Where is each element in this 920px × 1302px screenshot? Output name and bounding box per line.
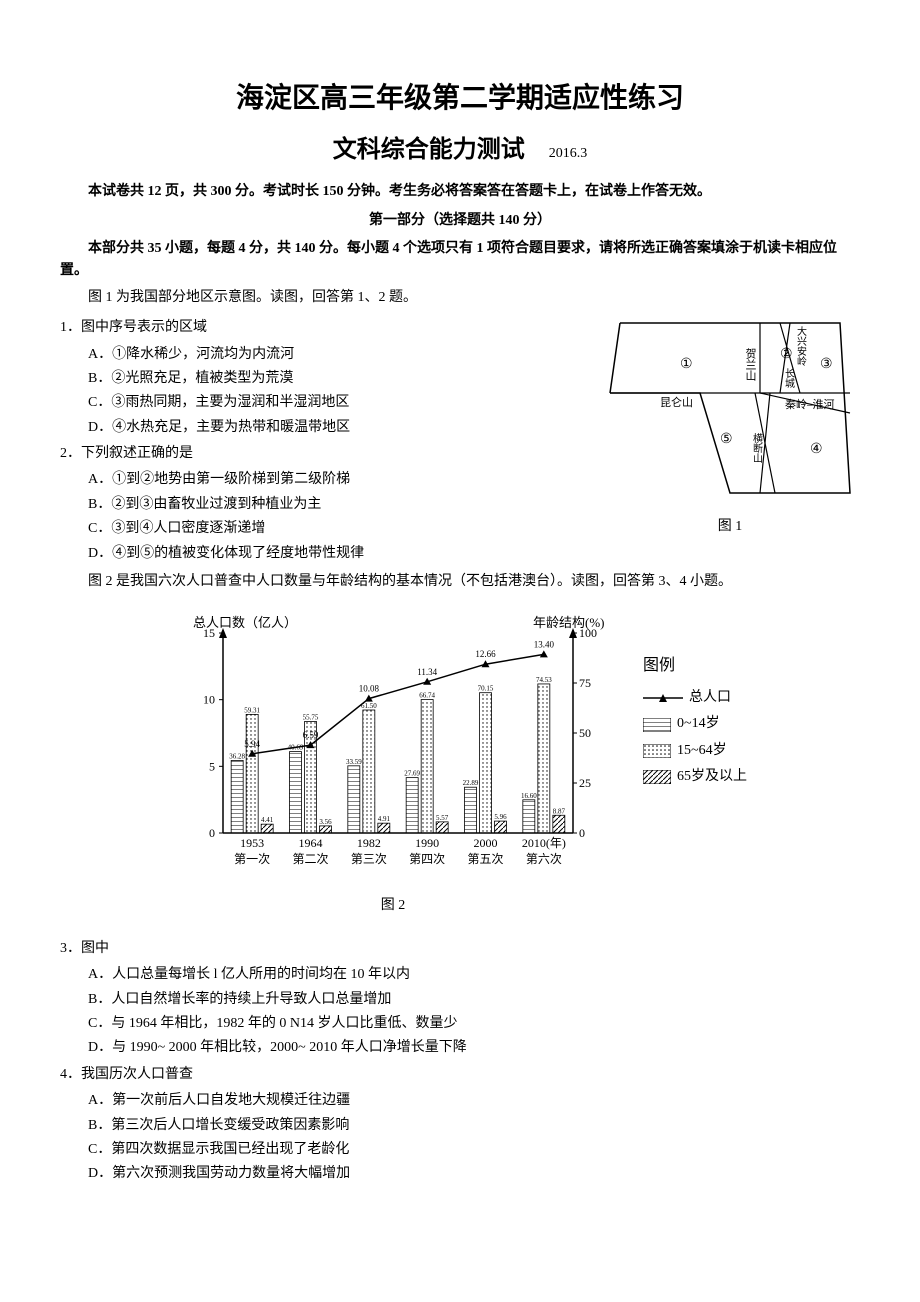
- q4-stem: 4．我国历次人口普查: [60, 1064, 860, 1086]
- fig1-caption: 图 1: [600, 516, 860, 538]
- q3-stem: 3．图中: [60, 938, 860, 960]
- svg-text:年龄结构(%): 年龄结构(%): [533, 615, 605, 630]
- region-2-label: ②: [780, 347, 793, 362]
- svg-text:10.08: 10.08: [359, 684, 380, 694]
- q2-stem: 2．下列叙述正确的是: [60, 443, 580, 465]
- legend-15-64: 15~64岁: [643, 740, 747, 762]
- svg-text:3.56: 3.56: [319, 818, 332, 826]
- subtitle: 文科综合能力测试: [333, 136, 525, 163]
- svg-text:36.28: 36.28: [229, 753, 245, 761]
- region-4-label: ④: [810, 442, 823, 457]
- svg-text:4.41: 4.41: [261, 817, 274, 825]
- fig2-caption: 图 2: [173, 895, 613, 917]
- region-1-label: ①: [680, 357, 693, 372]
- daxinganling-label: 大兴安岭: [795, 325, 807, 367]
- hengduan-label: 横断山: [751, 432, 763, 463]
- svg-text:2010(年): 2010(年): [522, 836, 566, 850]
- svg-text:第五次: 第五次: [467, 852, 503, 866]
- q1-stem: 1．图中序号表示的区域: [60, 317, 580, 339]
- svg-text:1964: 1964: [299, 836, 323, 850]
- legend-65p: 65岁及以上: [643, 766, 747, 788]
- svg-text:第六次: 第六次: [526, 852, 562, 866]
- legend-0-14: 0~14岁: [643, 713, 747, 735]
- region-3-label: ③: [820, 357, 833, 372]
- legend-title: 图例: [643, 653, 747, 679]
- svg-text:第四次: 第四次: [409, 852, 445, 866]
- kunlun-label: 昆仑山: [660, 395, 693, 409]
- svg-text:5.96: 5.96: [494, 814, 507, 822]
- svg-text:总人口数（亿人）: 总人口数（亿人）: [193, 615, 297, 630]
- fig1-map: ① ② ③ ④ ⑤ 贺兰山 大兴安岭 长城 昆仑山 秦岭–淮河 横断山: [600, 313, 860, 503]
- svg-text:0: 0: [209, 826, 215, 840]
- svg-text:4.91: 4.91: [378, 816, 391, 824]
- q1-option-b: B．②光照充足，植被类型为荒漠: [88, 368, 580, 390]
- q2-option-b: B．②到③由畜牧业过渡到种植业为主: [88, 494, 580, 516]
- svg-text:2000: 2000: [474, 836, 498, 850]
- q4-option-a: A．第一次前后人口自发地大规模迁往边疆: [88, 1090, 860, 1112]
- intro-text: 本试卷共 12 页，共 300 分。考试时长 150 分钟。考生务必将答案答在答…: [60, 181, 860, 203]
- q2-option-d: D．④到⑤的植被变化体现了经度地带性规律: [88, 543, 580, 565]
- q2-option-a: A．①到②地势由第一级阶梯到第二级阶梯: [88, 469, 580, 491]
- svg-text:第一次: 第一次: [234, 852, 270, 866]
- svg-text:55.75: 55.75: [303, 714, 319, 722]
- svg-text:27.69: 27.69: [404, 770, 420, 778]
- svg-text:10: 10: [203, 693, 215, 707]
- q1-option-d: D．④水热充足，主要为热带和暖温带地区: [88, 417, 580, 439]
- q3-option-c: C．与 1964 年相比，1982 年的 0 N14 岁人口比重低、数量少: [88, 1013, 860, 1035]
- section-title: 第一部分（选择题共 140 分）: [60, 210, 860, 232]
- q4-option-c: C．第四次数据显示我国已经出现了老龄化: [88, 1139, 860, 1161]
- legend-0-14-label: 0~14岁: [677, 713, 720, 735]
- svg-text:1953: 1953: [240, 836, 264, 850]
- svg-text:5.57: 5.57: [436, 814, 449, 822]
- page-title: 海淀区高三年级第二学期适应性练习: [60, 76, 860, 121]
- q1-option-a: A．①降水稀少，河流均为内流河: [88, 344, 580, 366]
- svg-text:5: 5: [209, 760, 215, 774]
- svg-text:33.59: 33.59: [346, 758, 362, 766]
- legend-total: 总人口: [643, 687, 747, 709]
- svg-text:11.34: 11.34: [417, 667, 437, 677]
- svg-text:第二次: 第二次: [292, 852, 328, 866]
- svg-text:第三次: 第三次: [351, 852, 387, 866]
- q1-option-c: C．③雨热同期，主要为湿润和半湿润地区: [88, 392, 580, 414]
- helan-label: 贺兰山: [744, 348, 757, 381]
- svg-text:5.94: 5.94: [244, 739, 260, 749]
- svg-text:12.66: 12.66: [475, 650, 496, 660]
- subtitle-row: 文科综合能力测试 2016.3: [60, 131, 860, 169]
- svg-text:70.15: 70.15: [478, 685, 494, 693]
- q3-option-d: D．与 1990~ 2000 年相比较，2000~ 2010 年人口净增长量下降: [88, 1037, 860, 1059]
- q2-option-c: C．③到④人口密度逐渐递增: [88, 518, 580, 540]
- q4-option-d: D．第六次预测我国劳动力数量将大幅增加: [88, 1163, 860, 1185]
- svg-text:1982: 1982: [357, 836, 381, 850]
- svg-text:8.87: 8.87: [553, 808, 566, 816]
- legend-total-label: 总人口: [689, 687, 731, 709]
- chart-legend: 图例 总人口 0~14岁 15~64岁 65岁及以上: [643, 653, 747, 792]
- svg-text:16.60: 16.60: [521, 792, 537, 800]
- svg-text:59.31: 59.31: [244, 707, 260, 715]
- svg-text:74.53: 74.53: [536, 676, 552, 684]
- fig2-chart: 0510150255075100总人口数（亿人）年龄结构(%)36.2859.3…: [173, 613, 613, 893]
- svg-text:6.59: 6.59: [303, 731, 319, 741]
- legend-65p-label: 65岁及以上: [677, 766, 747, 788]
- region-5-label: ⑤: [720, 432, 733, 447]
- svg-text:13.40: 13.40: [534, 640, 555, 650]
- fig1-note: 图 1 为我国部分地区示意图。读图，回答第 1、2 题。: [60, 287, 860, 309]
- legend-15-64-label: 15~64岁: [677, 740, 727, 762]
- qinling-label: 秦岭–淮河: [785, 397, 835, 411]
- svg-text:75: 75: [579, 676, 591, 690]
- q4-option-b: B．第三次后人口增长变缓受政策因素影响: [88, 1115, 860, 1137]
- svg-text:25: 25: [579, 776, 591, 790]
- svg-text:22.89: 22.89: [463, 780, 479, 788]
- svg-text:50: 50: [579, 726, 591, 740]
- instructions-text: 本部分共 35 小题，每题 4 分，共 140 分。每小题 4 个选项只有 1 …: [60, 238, 860, 283]
- q3-option-b: B．人口自然增长率的持续上升导致人口总量增加: [88, 989, 860, 1011]
- changcheng-label: 长城: [783, 368, 795, 389]
- svg-text:1990: 1990: [415, 836, 439, 850]
- svg-text:0: 0: [579, 826, 585, 840]
- q3-option-a: A．人口总量每增长 l 亿人所用的时间均在 10 年以内: [88, 964, 860, 986]
- svg-text:66.74: 66.74: [419, 692, 435, 700]
- fig2-note: 图 2 是我国六次人口普查中人口数量与年龄结构的基本情况（不包括港澳台）。读图，…: [60, 571, 860, 593]
- exam-date: 2016.3: [549, 146, 588, 161]
